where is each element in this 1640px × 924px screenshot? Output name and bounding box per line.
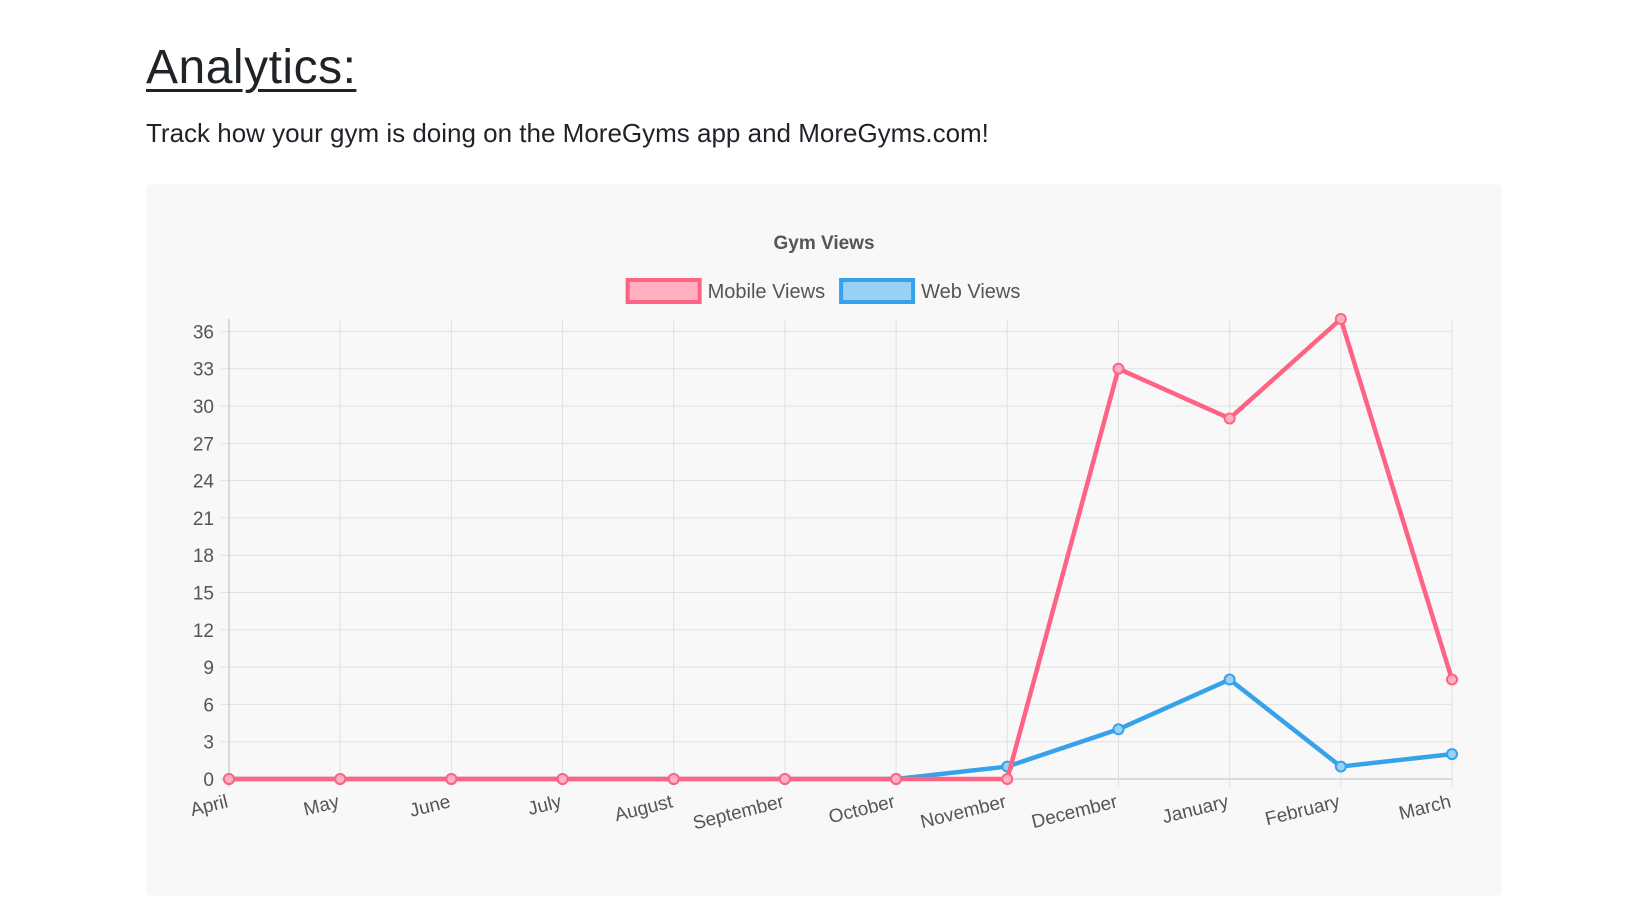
data-point[interactable] [556,773,569,785]
y-tick-label: 33 [193,360,214,381]
legend-label: Web Views [921,281,1020,303]
data-point[interactable] [890,773,903,785]
y-tick-label: 9 [203,658,214,679]
legend-item-0[interactable]: Mobile Views [625,278,825,304]
data-point[interactable] [1334,313,1347,325]
legend-swatch [839,278,916,304]
data-point[interactable] [1334,760,1347,773]
y-tick-label: 36 [193,322,214,343]
series-line [226,677,1455,782]
legend-swatch [625,278,702,304]
series-line [226,316,1455,782]
data-point[interactable] [1112,723,1125,736]
data-point[interactable] [1112,362,1125,375]
data-point[interactable] [1223,673,1236,686]
page-title: Analytics: [146,41,357,94]
series-0 [223,313,1458,785]
data-point[interactable] [1001,773,1014,785]
x-tick-label: June [408,791,453,821]
chart-title: Gym Views [773,233,874,254]
legend-label: Mobile Views [708,281,825,303]
y-tick-label: 21 [193,509,214,530]
chart-grid [221,319,1453,787]
data-point[interactable] [223,773,235,785]
y-tick-label: 24 [193,472,215,493]
data-point[interactable] [667,773,680,785]
data-point[interactable] [1223,412,1236,425]
y-tick-label: 18 [193,546,214,567]
data-point[interactable] [1446,673,1458,686]
x-tick-label: April [188,791,230,821]
data-point[interactable] [334,773,347,785]
y-tick-label: 27 [193,434,214,455]
y-tick-label: 12 [193,621,214,642]
page-subtitle: Track how your gym is doing on the MoreG… [146,118,989,148]
x-tick-label: October [827,791,898,828]
legend-item-1[interactable]: Web Views [839,278,1020,304]
data-point[interactable] [445,773,458,785]
x-tick-label: August [612,791,675,826]
chart-series [223,313,1458,785]
y-tick-label: 15 [193,584,214,605]
y-tick-label: 6 [203,695,214,716]
gym-views-chart: Gym Views Mobile Views Web Views 03691215… [188,233,1458,834]
chart-legend: Mobile Views Web Views [625,278,1020,304]
x-tick-label: September [691,791,787,834]
x-tick-label: November [918,791,1009,833]
data-point[interactable] [1446,748,1458,761]
gym-views-chart-card: Gym Views Mobile Views Web Views 0 3 6 9 12 15… [146,184,1502,896]
x-tick-label: July [526,791,564,820]
x-tick-label: February [1263,791,1342,830]
x-tick-label: March [1397,791,1453,824]
x-tick-label: December [1030,791,1121,833]
y-tick-label: 3 [203,733,214,754]
y-tick-label: 0 [203,770,214,791]
series-1 [223,673,1458,785]
y-tick-label: 30 [193,397,214,418]
x-tick-label: May [301,791,341,820]
data-point[interactable] [778,773,791,785]
x-tick-label: January [1160,791,1231,828]
